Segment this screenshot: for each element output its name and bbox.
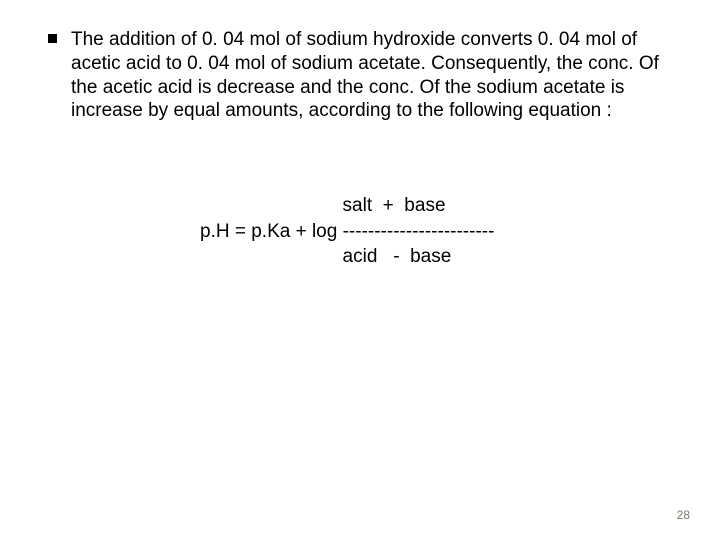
bullet-icon [48,34,57,43]
equation-line-3: acid - base [200,244,672,270]
body-paragraph: The addition of 0. 04 mol of sodium hydr… [71,28,672,123]
equation-line-2: p.H = p.Ka + log -----------------------… [200,219,672,245]
equation-line-1: salt + base [200,193,672,219]
page-number: 28 [677,508,690,522]
equation-block: salt + base p.H = p.Ka + log -----------… [200,193,672,270]
slide: The addition of 0. 04 mol of sodium hydr… [0,0,720,540]
bullet-item: The addition of 0. 04 mol of sodium hydr… [48,28,672,123]
